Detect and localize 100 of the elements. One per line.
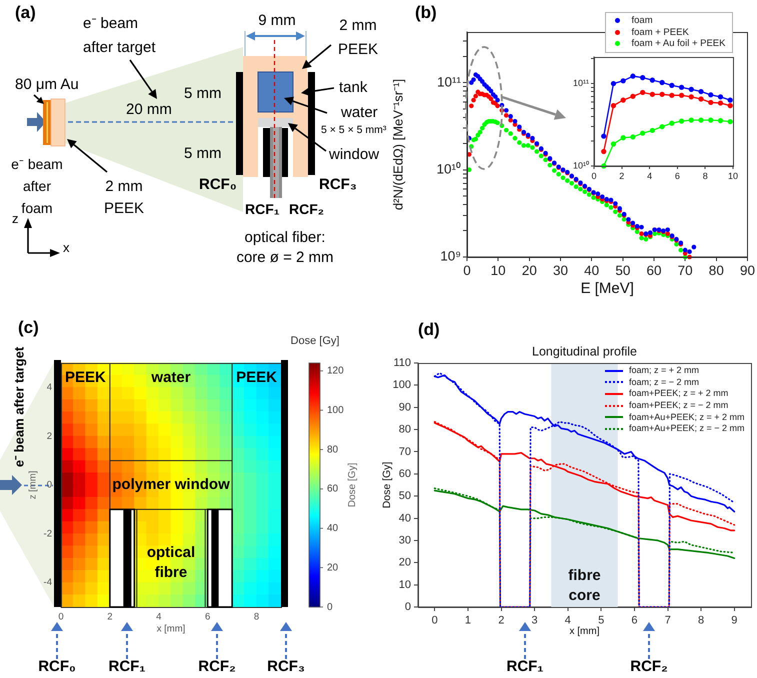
text: RCF₀ <box>199 176 237 194</box>
annotation: optical fibre <box>146 543 196 584</box>
x-tick-label: 6 <box>674 170 680 181</box>
x-tick-label: 2 <box>619 170 624 181</box>
x-tick-label: 70 <box>678 262 693 278</box>
x-tick-label: 4 <box>647 170 652 181</box>
text: (d) <box>418 320 440 340</box>
x-tick-label: 50 <box>615 262 630 278</box>
text: 5 mm <box>184 85 222 102</box>
y-tick-label: 100 <box>392 379 411 392</box>
y-tick-label: 10¹¹ <box>572 78 589 88</box>
text: optical fiber: core ø = 2 mm <box>236 228 334 268</box>
text: RCF₃ <box>267 658 305 676</box>
text: e⁻ beam after target <box>83 14 156 58</box>
x-tick-label: 0 <box>58 611 64 622</box>
text: tank <box>339 79 368 96</box>
x-tick-label: 6 <box>631 614 638 627</box>
color-bar-label: 40 <box>327 523 339 534</box>
text: (c) <box>18 318 39 338</box>
text: 2 mm PEEK <box>104 177 144 219</box>
legend-label: foam + Au foil + PEEK <box>631 38 726 49</box>
text: Dose [Gy] <box>290 335 340 348</box>
color-bar-label: 0 <box>327 602 333 613</box>
text: water <box>341 104 378 122</box>
x-tick-label: 2 <box>107 611 113 622</box>
legend-label: foam+PEEK; z = + 2 mm <box>629 388 728 398</box>
text: RCF₁ <box>245 201 280 218</box>
x-axis-title: x [mm] <box>570 626 600 637</box>
legend-label: foam <box>631 15 653 26</box>
y-axis-title: d²N/(dEdΩ) [MeV⁻¹sr⁻¹] <box>390 78 406 210</box>
text: RCF₃ <box>319 176 357 194</box>
x-axis-title: x [mm] <box>156 624 186 635</box>
x-tick-label: 4 <box>564 614 571 627</box>
text: RCF₂ <box>198 658 236 676</box>
y-tick-label: 30 <box>398 534 411 546</box>
text: window <box>329 146 380 164</box>
x-tick-label: 40 <box>584 262 600 278</box>
x-tick-label: 60 <box>646 262 662 278</box>
text: RCF₁ <box>506 658 544 676</box>
x-axis-title: E [MeV] <box>580 280 634 298</box>
text: RCF₀ <box>38 658 76 676</box>
y-tick-label: 2 <box>46 430 52 442</box>
y-tick-label: 90 <box>398 401 411 414</box>
x-tick-label: 8 <box>702 170 708 181</box>
legend-label: foam + PEEK <box>631 26 689 38</box>
x-tick-label: 9 <box>731 614 738 627</box>
legend-label: foam; z = + 2 mm <box>629 365 700 376</box>
x-tick-label: 1 <box>464 614 472 627</box>
x-tick-label: 20 <box>522 262 537 278</box>
x-tick-label: 8 <box>698 614 704 627</box>
text: (a) <box>15 3 36 23</box>
x-tick-label: 90 <box>740 262 756 278</box>
y-axis-title: z [mm] <box>28 470 39 500</box>
text: 5 mm <box>184 145 222 162</box>
x-tick-label: 8 <box>254 611 260 622</box>
x-tick-label: 80 <box>708 262 724 278</box>
text: RCF₂ <box>289 201 324 218</box>
text: 9 mm <box>258 12 296 30</box>
x-tick-label: 10 <box>490 262 506 278</box>
y-tick-label: 0 <box>404 601 411 614</box>
legend-label: foam+Au+PEEK; z = + 2 mm <box>629 412 745 422</box>
legend-label: foam+PEEK; z = − 2 mm <box>629 400 728 410</box>
x-tick-label: 6 <box>205 611 210 622</box>
x-tick-label: 30 <box>552 262 568 278</box>
text: RCF₁ <box>108 658 146 676</box>
x-tick-label: 4 <box>156 611 162 622</box>
y-tick-label: 10¹⁰ <box>436 162 461 176</box>
y-tick-label: 0 <box>46 480 52 491</box>
y-tick-label: 4 <box>46 382 52 394</box>
color-bar-label: 100 <box>327 404 344 416</box>
text: 20 mm <box>126 101 172 118</box>
text: 5 × 5 × 5 mm³ <box>321 124 386 136</box>
x-tick-label: 0 <box>591 170 597 181</box>
color-bar-label: 120 <box>327 366 344 377</box>
text: (b) <box>415 3 437 23</box>
y-tick-label: -2 <box>44 528 52 540</box>
legend-label: foam+Au+PEEK; z = − 2 mm <box>629 423 745 434</box>
x-tick-label: 0 <box>463 262 471 278</box>
y-tick-label: 20 <box>398 556 411 569</box>
y-tick-label: 70 <box>398 446 411 458</box>
annotation: PEEK <box>65 368 106 388</box>
x-tick-label: 10 <box>728 170 738 181</box>
y-tick-label: 10¹¹ <box>436 74 462 90</box>
y-tick-label: 10⁹ <box>440 248 461 264</box>
text: x <box>63 240 70 256</box>
text: 80 μm Au <box>15 76 79 94</box>
annotation: water <box>151 368 191 388</box>
y-tick-label: 50 <box>398 490 411 502</box>
x-tick-label: 3 <box>531 614 538 627</box>
x-tick-label: 7 <box>664 614 671 627</box>
y-tick-label: 110 <box>393 357 411 370</box>
text: e⁻ beam after target <box>12 346 28 468</box>
color-bar-label: 80 <box>327 444 339 456</box>
text: 2 mm PEEK <box>338 16 378 60</box>
y-tick-label: 60 <box>398 468 411 480</box>
y-tick-label: 10¹⁰ <box>572 160 589 170</box>
y-tick-label: 80 <box>398 424 411 436</box>
x-tick-label: 2 <box>498 614 504 627</box>
color-bar-title: Dose [Gy] <box>346 462 358 508</box>
x-tick-label: 5 <box>598 614 604 627</box>
